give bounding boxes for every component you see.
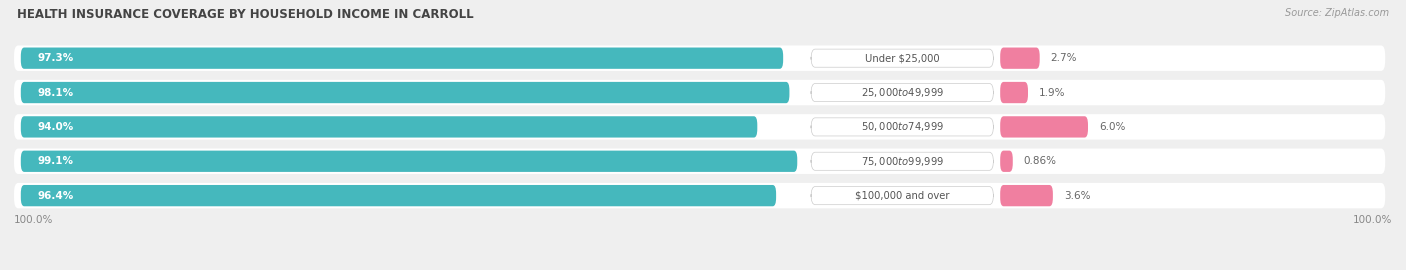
Text: Source: ZipAtlas.com: Source: ZipAtlas.com xyxy=(1285,8,1389,18)
FancyBboxPatch shape xyxy=(21,151,797,172)
FancyBboxPatch shape xyxy=(811,187,994,205)
FancyBboxPatch shape xyxy=(14,114,1385,140)
Text: $50,000 to $74,999: $50,000 to $74,999 xyxy=(860,120,943,133)
Text: 94.0%: 94.0% xyxy=(37,122,73,132)
Text: 96.4%: 96.4% xyxy=(37,191,73,201)
Text: $25,000 to $49,999: $25,000 to $49,999 xyxy=(860,86,943,99)
FancyBboxPatch shape xyxy=(14,183,1385,208)
FancyBboxPatch shape xyxy=(21,185,776,206)
Text: 2.7%: 2.7% xyxy=(1050,53,1077,63)
FancyBboxPatch shape xyxy=(1000,48,1039,69)
FancyBboxPatch shape xyxy=(21,116,758,137)
FancyBboxPatch shape xyxy=(811,118,994,136)
FancyBboxPatch shape xyxy=(811,152,994,170)
FancyBboxPatch shape xyxy=(1000,151,1012,172)
Text: $100,000 and over: $100,000 and over xyxy=(855,191,949,201)
FancyBboxPatch shape xyxy=(14,80,1385,105)
Text: 6.0%: 6.0% xyxy=(1099,122,1125,132)
FancyBboxPatch shape xyxy=(811,49,994,67)
FancyBboxPatch shape xyxy=(1000,116,1088,137)
Text: 0.86%: 0.86% xyxy=(1024,156,1056,166)
Text: $75,000 to $99,999: $75,000 to $99,999 xyxy=(860,155,943,168)
Text: 97.3%: 97.3% xyxy=(37,53,73,63)
FancyBboxPatch shape xyxy=(21,82,789,103)
Text: 1.9%: 1.9% xyxy=(1039,87,1066,97)
Text: Under $25,000: Under $25,000 xyxy=(865,53,939,63)
Text: 3.6%: 3.6% xyxy=(1064,191,1090,201)
FancyBboxPatch shape xyxy=(1000,185,1053,206)
Text: HEALTH INSURANCE COVERAGE BY HOUSEHOLD INCOME IN CARROLL: HEALTH INSURANCE COVERAGE BY HOUSEHOLD I… xyxy=(17,8,474,21)
FancyBboxPatch shape xyxy=(811,83,994,102)
FancyBboxPatch shape xyxy=(1000,82,1028,103)
Text: 100.0%: 100.0% xyxy=(14,215,53,225)
FancyBboxPatch shape xyxy=(14,148,1385,174)
Text: 100.0%: 100.0% xyxy=(1353,215,1392,225)
FancyBboxPatch shape xyxy=(14,45,1385,71)
FancyBboxPatch shape xyxy=(21,48,783,69)
Text: 98.1%: 98.1% xyxy=(37,87,73,97)
Text: 99.1%: 99.1% xyxy=(37,156,73,166)
